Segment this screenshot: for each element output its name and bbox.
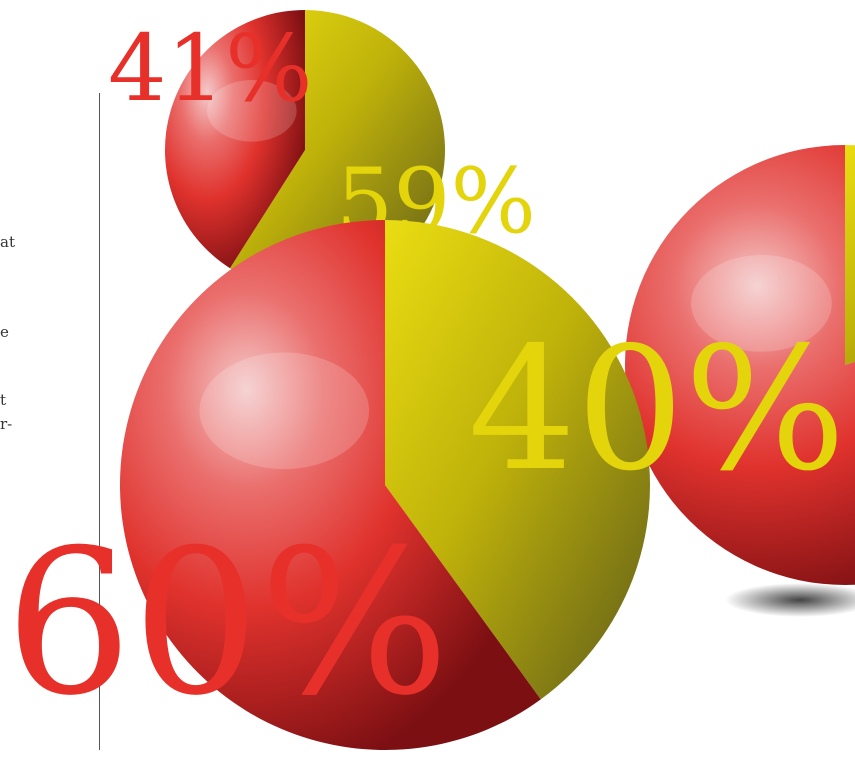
side-text-fragment: r-: [0, 415, 13, 433]
pie-slice-red: [119, 220, 541, 751]
vertical-divider: [99, 93, 100, 750]
pie-slice-red: [625, 145, 855, 585]
side-text-fragment: t: [0, 391, 7, 409]
pie-shadow: [725, 583, 855, 617]
side-text-fragment: e: [0, 323, 9, 341]
pie-gloss: [199, 352, 370, 470]
pie-slice-yellow: [845, 145, 855, 365]
pie-slice-yellow: [229, 10, 446, 290]
side-text-fragment: at: [0, 233, 15, 251]
pie-value-label: 60%: [5, 507, 450, 740]
pie-value-label: 40%: [468, 311, 846, 509]
pie-slice-red: [165, 10, 305, 269]
pie-gloss: [207, 80, 297, 142]
pie-slice-yellow: [385, 220, 650, 700]
pie-gloss: [691, 255, 832, 352]
pie-value-label: 41%: [108, 15, 312, 122]
